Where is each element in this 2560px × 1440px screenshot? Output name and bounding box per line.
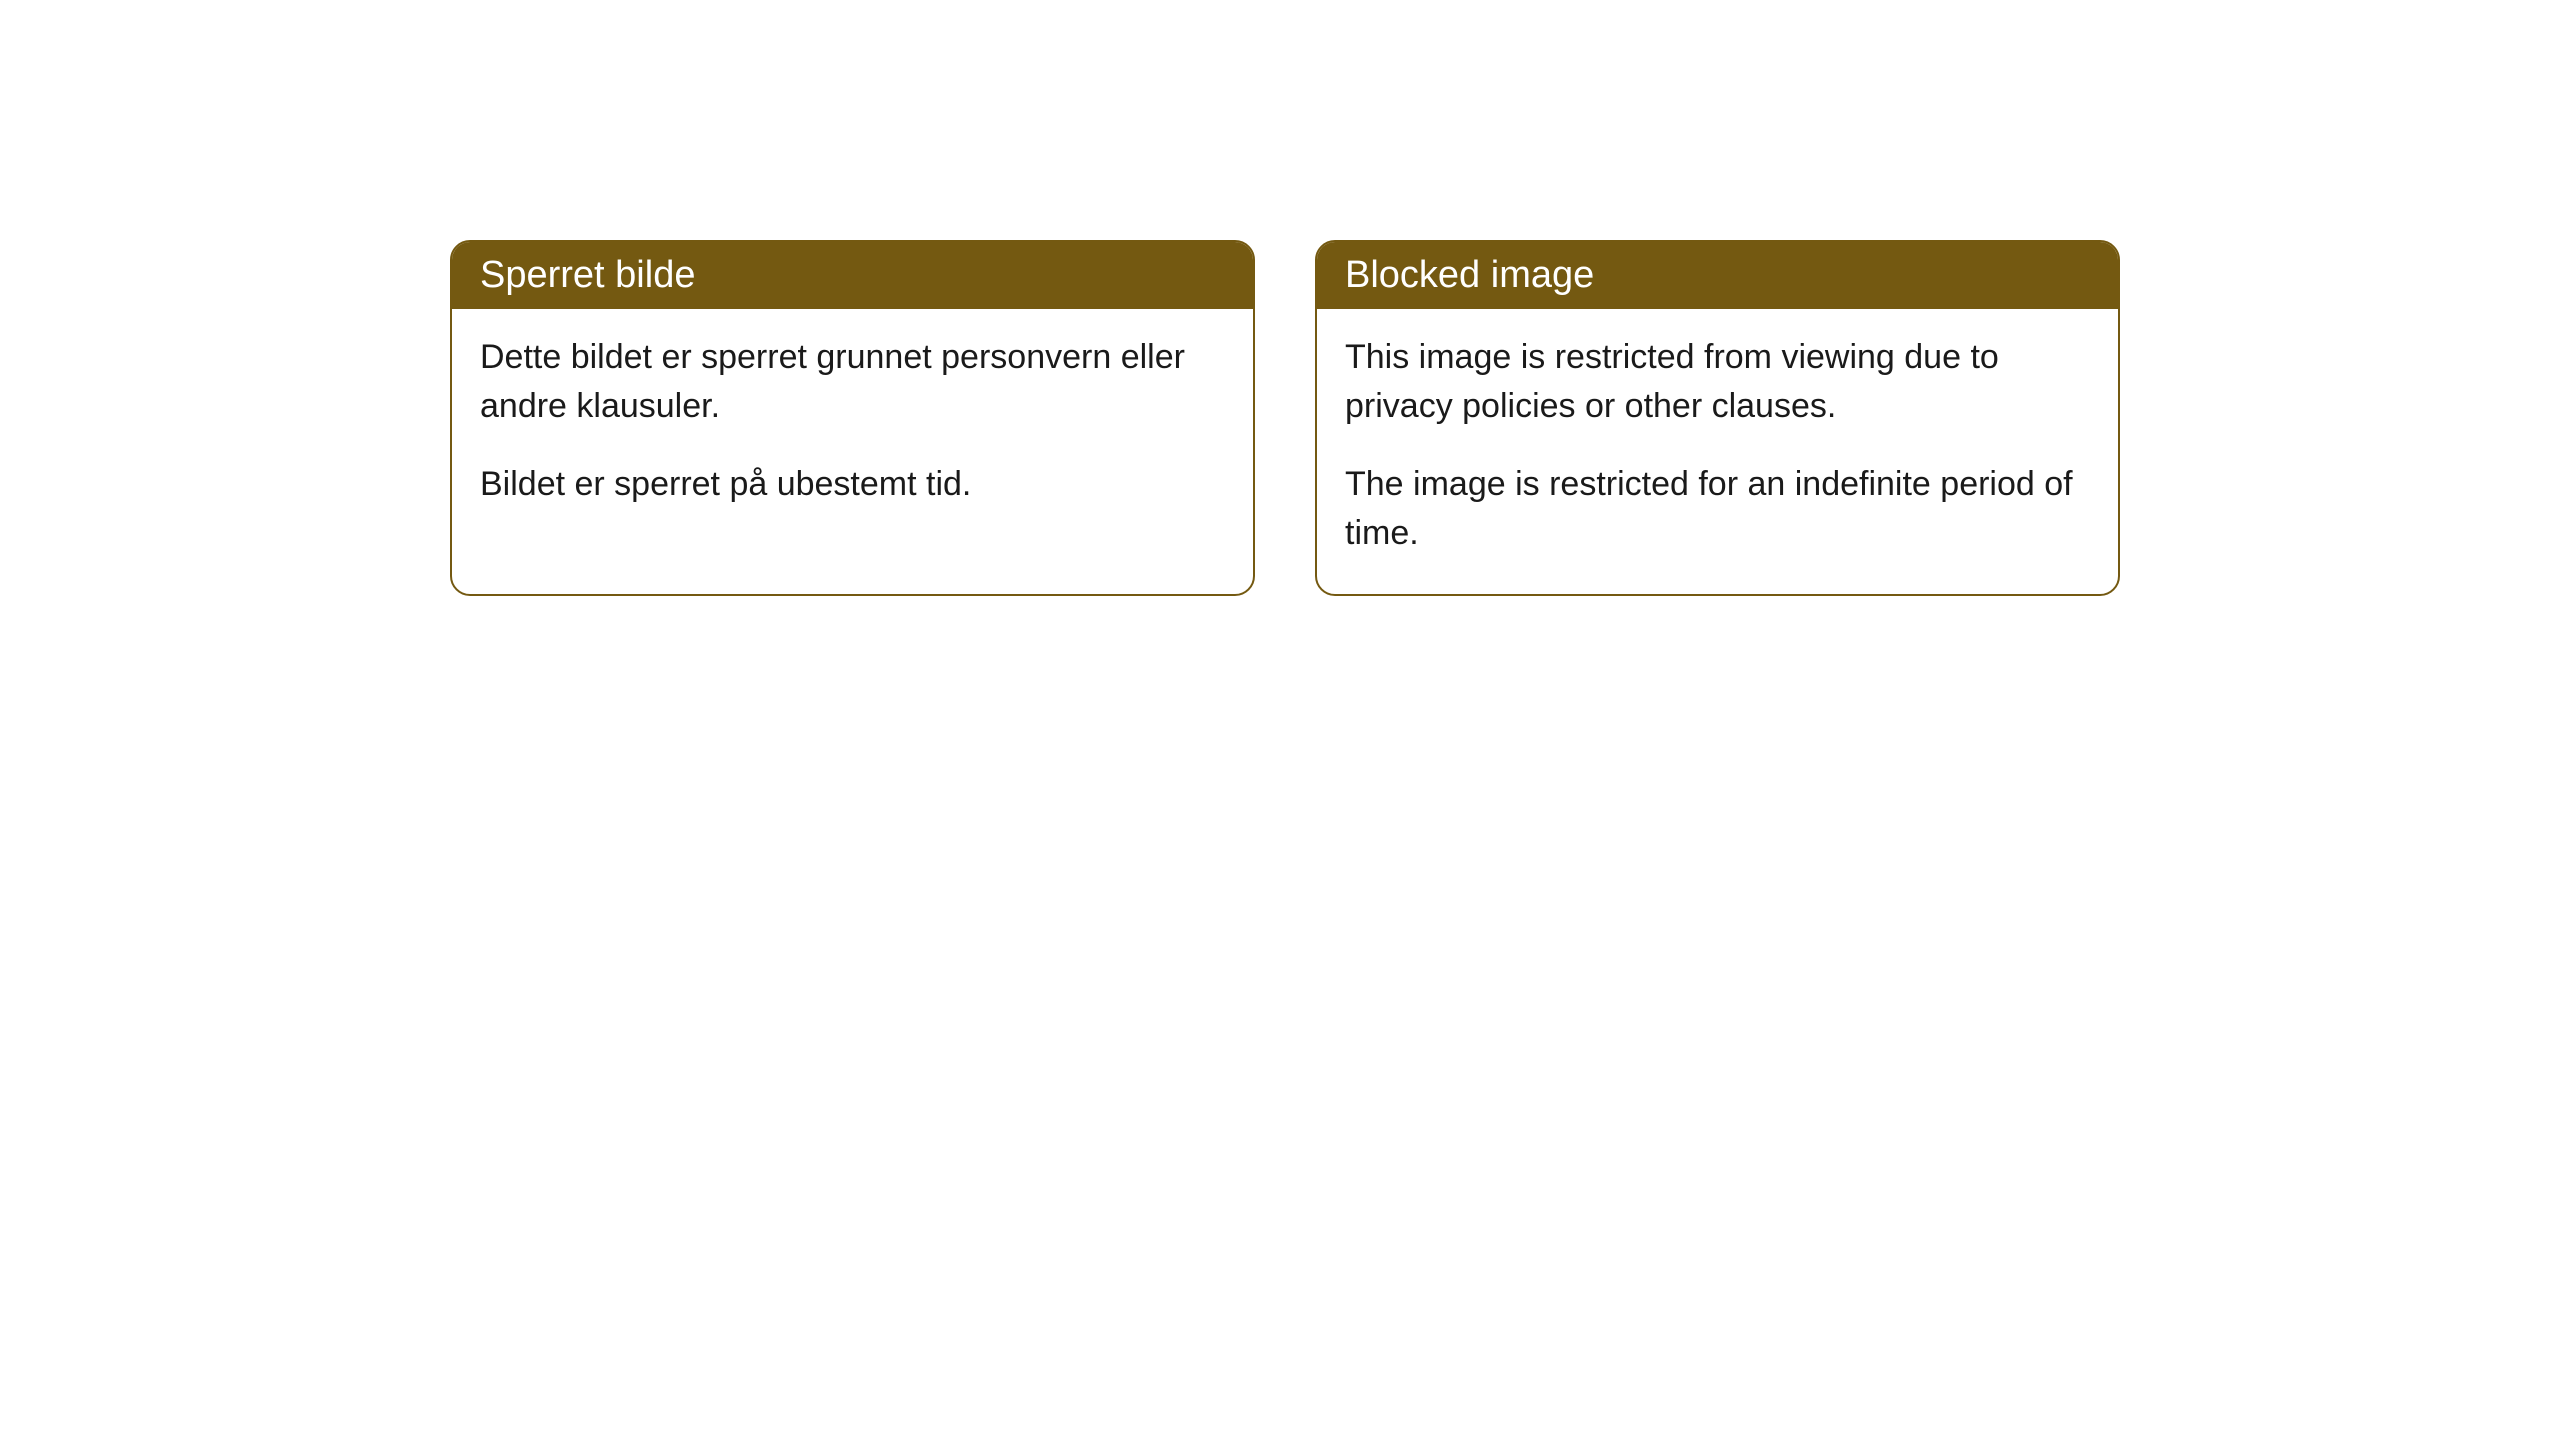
card-body: Dette bildet er sperret grunnet personve… (452, 309, 1253, 545)
card-paragraph: The image is restricted for an indefinit… (1345, 460, 2090, 559)
blocked-image-card-english: Blocked image This image is restricted f… (1315, 240, 2120, 596)
card-header: Blocked image (1317, 242, 2118, 309)
cards-container: Sperret bilde Dette bildet er sperret gr… (450, 240, 2120, 596)
blocked-image-card-norwegian: Sperret bilde Dette bildet er sperret gr… (450, 240, 1255, 596)
card-body: This image is restricted from viewing du… (1317, 309, 2118, 594)
card-paragraph: Bildet er sperret på ubestemt tid. (480, 460, 1225, 509)
card-title: Blocked image (1345, 254, 1594, 296)
card-header: Sperret bilde (452, 242, 1253, 309)
card-paragraph: Dette bildet er sperret grunnet personve… (480, 333, 1225, 432)
card-title: Sperret bilde (480, 254, 695, 296)
card-paragraph: This image is restricted from viewing du… (1345, 333, 2090, 432)
